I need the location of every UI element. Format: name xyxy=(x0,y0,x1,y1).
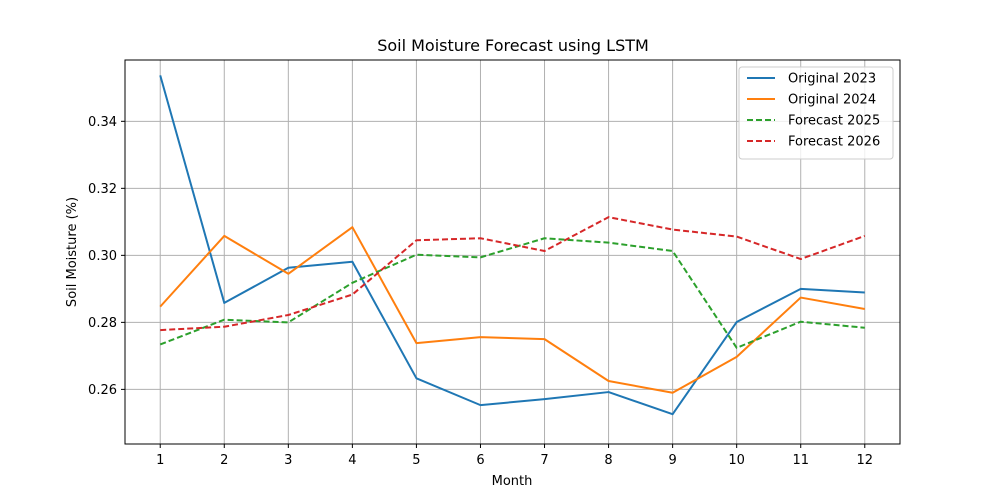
y-tick-label: 0.32 xyxy=(88,182,117,197)
x-tick-label: 9 xyxy=(668,453,676,468)
legend: Original 2023 Original 2024 Forecast 2025 F… xyxy=(738,66,894,160)
legend-label: Forecast 2025 xyxy=(788,114,880,129)
x-tick-label: 4 xyxy=(348,453,356,468)
legend-label: Forecast 2026 xyxy=(788,135,880,150)
y-tick-label: 0.26 xyxy=(88,383,117,398)
x-tick-label: 11 xyxy=(792,453,809,468)
x-tick-label: 1 xyxy=(156,453,164,468)
y-axis-label: Soil Moisture (%) xyxy=(65,197,80,307)
legend-label: Original 2023 xyxy=(788,72,876,87)
y-tick-label: 0.30 xyxy=(88,249,117,264)
y-tick-label: 0.34 xyxy=(88,115,117,130)
series-line-forecast-2025 xyxy=(159,237,865,349)
x-tick-label: 12 xyxy=(856,453,873,468)
y-tick-label: 0.28 xyxy=(88,316,117,331)
x-tick-label: 2 xyxy=(220,453,228,468)
y-axis: 0.26 0.28 0.30 0.32 0.34 xyxy=(88,115,125,398)
x-tick-label: 7 xyxy=(540,453,548,468)
x-tick-label: 5 xyxy=(412,453,420,468)
x-tick-label: 3 xyxy=(284,453,292,468)
series-line-original-2023 xyxy=(159,75,865,416)
x-tick-label: 6 xyxy=(476,453,484,468)
grid-lines xyxy=(125,60,900,444)
legend-box xyxy=(738,66,894,160)
x-tick-label: 10 xyxy=(728,453,745,468)
plot-area-frame xyxy=(124,59,901,445)
series-lines xyxy=(159,75,866,416)
legend-label: Original 2024 xyxy=(788,93,876,108)
x-axis: 1 2 3 4 5 6 7 8 9 10 11 12 xyxy=(156,444,873,468)
series-line-original-2024 xyxy=(159,226,865,394)
x-axis-label: Month xyxy=(492,474,533,489)
chart-title: Soil Moisture Forecast using LSTM xyxy=(377,36,649,55)
x-tick-label: 8 xyxy=(604,453,612,468)
series-line-forecast-2026 xyxy=(160,216,866,332)
